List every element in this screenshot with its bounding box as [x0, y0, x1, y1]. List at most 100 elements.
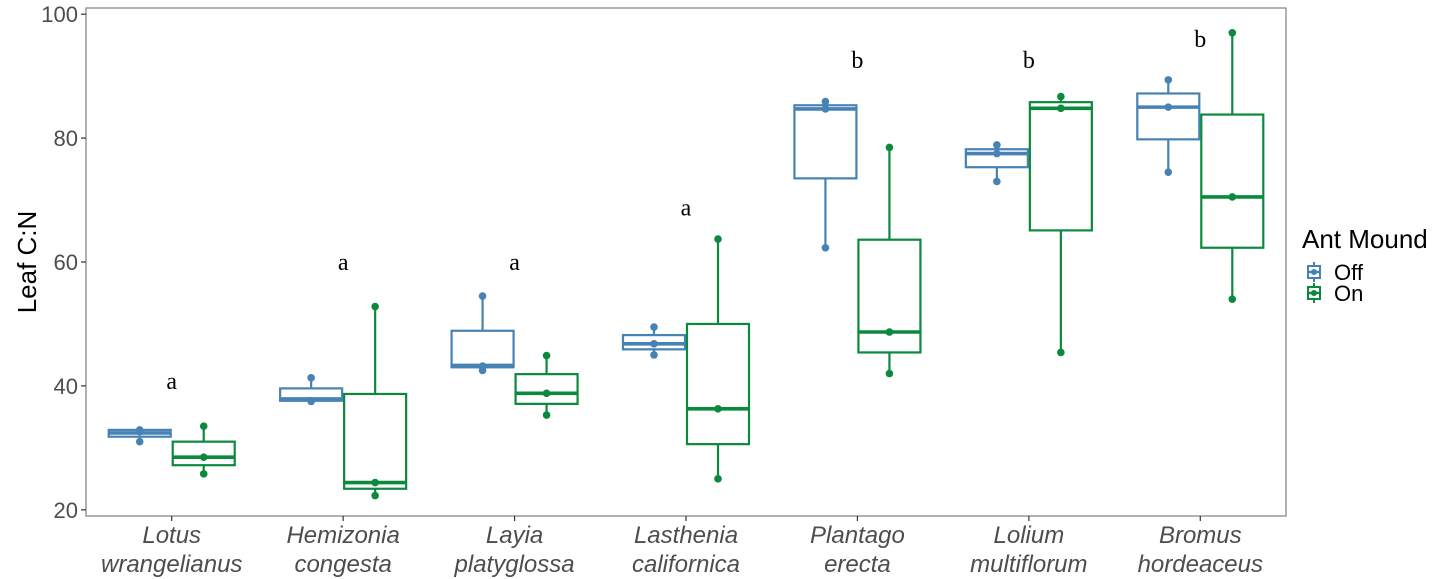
- annotation-letter: b: [1194, 27, 1206, 53]
- box-on-1: [343, 302, 408, 500]
- data-point: [714, 475, 722, 483]
- data-point: [821, 105, 830, 113]
- box-on-4: [857, 143, 922, 378]
- box-off-6: [1136, 76, 1201, 176]
- data-point: [478, 362, 487, 370]
- annotation-letter: b: [851, 48, 863, 74]
- data-point: [1228, 295, 1237, 303]
- y-axis: 20 40 60 80 100: [41, 2, 86, 523]
- data-point: [1228, 193, 1237, 201]
- y-tick-label: 80: [54, 126, 78, 151]
- annotation-letter: b: [1023, 48, 1035, 74]
- x-tick-label-line: Lasthenia: [634, 522, 738, 549]
- data-point: [135, 437, 144, 446]
- x-tick-label-line: Layia: [486, 522, 543, 549]
- data-point: [542, 411, 551, 419]
- data-point: [371, 478, 379, 487]
- legend-label: Off: [1334, 260, 1364, 285]
- data-point: [885, 328, 894, 336]
- box-body: [514, 373, 579, 405]
- x-tick-label-line: multiflorum: [970, 551, 1087, 578]
- x-tick-label-line: Lolium: [994, 522, 1065, 549]
- data-point: [307, 374, 315, 382]
- x-tick-label-line: hordeaceus: [1138, 551, 1263, 578]
- box-on-0: [171, 422, 236, 478]
- data-point: [135, 426, 144, 434]
- x-tick-label-line: Bromus: [1159, 522, 1242, 549]
- annotation-letter: a: [509, 250, 520, 276]
- legend-title: Ant Mound: [1302, 224, 1428, 254]
- x-tick-label-line: erecta: [824, 551, 891, 578]
- data-point: [1057, 92, 1065, 101]
- box-body: [450, 329, 515, 369]
- box-off-4: [793, 97, 858, 252]
- data-point: [371, 491, 379, 500]
- box-off-5: [964, 141, 1029, 186]
- data-point: [307, 396, 315, 405]
- data-point: [542, 351, 551, 360]
- legend-key-point: [1311, 290, 1317, 296]
- data-point: [1164, 168, 1173, 176]
- legend-entry-on: On: [1307, 281, 1363, 306]
- x-axis: Lotus wrangelianus Hemizonia congesta Layia p…: [101, 516, 1263, 578]
- legend-entry-off: Off: [1307, 260, 1364, 285]
- data-point: [199, 453, 208, 461]
- data-point: [714, 235, 722, 243]
- y-tick-label: 100: [41, 2, 78, 27]
- data-point: [993, 177, 1001, 186]
- data-point: [1057, 348, 1065, 357]
- data-point: [993, 149, 1001, 158]
- data-point: [1057, 104, 1065, 113]
- data-point: [993, 141, 1001, 149]
- x-tick-label-line: wrangelianus: [101, 551, 242, 578]
- x-tick-label-line: congesta: [294, 551, 391, 578]
- annotation-letter: a: [681, 196, 692, 222]
- x-tick-label-line: Hemizonia: [286, 522, 399, 549]
- data-point: [650, 323, 658, 331]
- data-point: [821, 97, 830, 106]
- data-point: [199, 470, 208, 478]
- data-point: [714, 405, 722, 413]
- legend-label: On: [1334, 281, 1363, 306]
- y-tick-label: 20: [54, 498, 78, 523]
- x-tick-label: Plantago erecta: [810, 522, 905, 578]
- y-tick-label: 60: [54, 250, 78, 275]
- x-tick-label-line: platyglossa: [454, 551, 575, 578]
- y-tick-label: 40: [54, 374, 78, 399]
- annotation-letter: a: [338, 250, 349, 276]
- box-body: [1136, 92, 1201, 141]
- box-off-2: [450, 292, 515, 375]
- x-tick-label-line: Plantago: [810, 522, 905, 549]
- annotations-layer: a a a a b b b: [166, 27, 1206, 395]
- box-body: [685, 322, 751, 446]
- box-on-2: [514, 351, 579, 419]
- box-off-0: [107, 426, 172, 446]
- data-point: [650, 339, 658, 348]
- data-point: [199, 422, 208, 430]
- box-on-5: [1028, 92, 1093, 357]
- annotation-letter: a: [166, 369, 177, 395]
- x-tick-label-line: Lotus: [142, 522, 201, 549]
- box-off-3: [621, 323, 687, 359]
- box-on-6: [1200, 28, 1265, 303]
- box-body: [1028, 101, 1093, 232]
- data-point: [821, 243, 830, 252]
- data-point: [885, 143, 894, 152]
- x-tick-label: Lotus wrangelianus: [101, 522, 242, 578]
- data-point: [542, 389, 551, 398]
- x-tick-label-line: californica: [632, 551, 740, 578]
- data-point: [371, 302, 379, 311]
- boxes-layer: [107, 28, 1265, 500]
- box-body: [343, 392, 408, 490]
- box-body: [793, 104, 858, 180]
- data-point: [885, 369, 894, 378]
- data-point: [650, 351, 658, 359]
- legend-key-point: [1311, 269, 1317, 275]
- data-point: [1228, 28, 1237, 37]
- x-tick-label: Lasthenia californica: [632, 522, 740, 578]
- y-axis-title: Leaf C:N: [12, 211, 42, 314]
- data-point: [478, 292, 487, 300]
- x-tick-label: Lolium multiflorum: [970, 522, 1087, 578]
